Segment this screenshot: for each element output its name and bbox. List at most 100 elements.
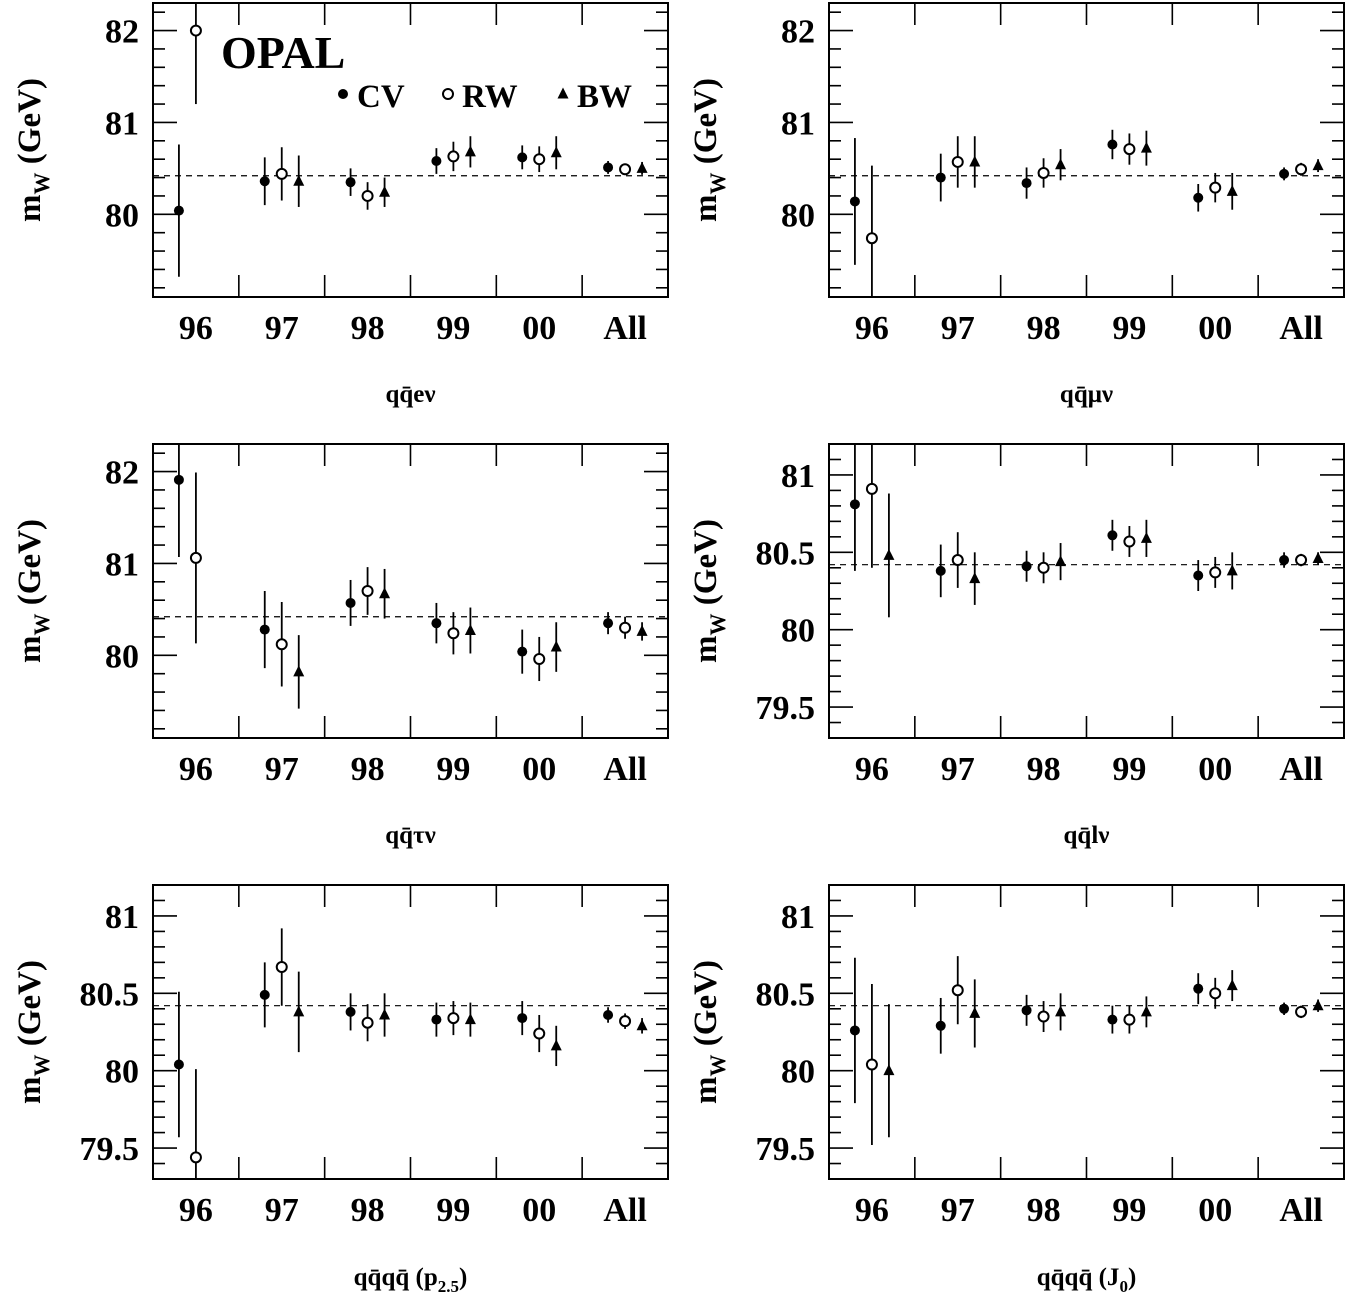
data-point-bw [969,1006,981,1018]
data-point-cv [1021,561,1032,572]
y-tick-label: 82 [781,14,815,51]
data-point-cv [603,162,614,173]
data-point-rw [361,585,374,597]
data-point-cv [173,1059,184,1070]
x-tick-label: All [1279,1192,1322,1229]
data-point-bw [550,1039,562,1051]
data-point-rw [619,621,632,634]
data-point-rw [361,1016,374,1029]
data-point-rw [1209,566,1222,579]
data-point-bw [1312,999,1324,1011]
y-axis-label: mW (GeV) [688,960,730,1104]
y-tick-label: 80 [781,1054,815,1091]
data-point-bw [1055,555,1067,567]
data-point-bw [293,665,305,677]
data-point-bw [636,161,648,173]
data-point-bw [1226,184,1238,196]
data-point-cv [431,1014,442,1025]
data-point-bw [883,1064,895,1076]
x-tick-label: 96 [179,751,213,788]
data-point-cv [935,565,946,576]
x-tick-label: 97 [265,1192,299,1229]
data-point-bw [636,624,648,636]
y-axis-label-unit: (GeV) [12,960,48,1054]
data-point-bw [464,624,476,636]
legend: CV RW BW [338,79,632,115]
data-point-rw [1295,163,1308,176]
y-tick-label: 81 [781,105,815,142]
data-point-cv [431,618,442,629]
opal-logo-text: OPAL [221,27,345,78]
data-point-cv [431,156,442,167]
data-point-rw [189,24,202,37]
y-tick-label: 80.5 [756,535,816,572]
y-tick-label: 81 [105,546,139,583]
data-point-rw [865,482,878,495]
x-tick-label: 99 [436,751,470,788]
x-tick-label: 97 [941,751,975,788]
y-axis-label: mW (GeV) [12,519,54,663]
data-point-cv [259,176,270,187]
data-point-rw [1295,1005,1308,1018]
chart-panel-6: 96 97 98 99 00 All 79.5 80 80.5 81 mW (GeV) qq̄qq̄ … [688,884,1345,1296]
y-tick-label: 81 [781,458,815,495]
legend-label-bw: BW [577,79,632,115]
y-axis-label-sub: W [705,1054,730,1076]
data-point-rw [1123,143,1136,156]
y-tick-label: 81 [105,105,139,142]
panel-caption: qq̄τν [385,822,436,849]
y-tick-label: 79.5 [80,1131,140,1168]
panel-caption: qq̄qq̄ (p2.5) [354,1264,468,1296]
y-axis-label-unit: (GeV) [688,78,724,172]
x-tick-label: 00 [522,751,556,788]
data-point-rw [1209,181,1222,194]
y-tick-label: 80.5 [756,976,816,1013]
data-point-cv [1193,570,1204,581]
data-point-bw [464,1013,476,1025]
y-tick-label: 82 [105,14,139,51]
data-point-rw [1037,1010,1050,1023]
x-tick-label: 98 [1027,751,1061,788]
x-tick-label: 96 [179,310,213,347]
data-point-bw [1140,1005,1152,1017]
y-axis-label-main: m [12,635,48,663]
data-point-rw [275,638,288,651]
x-tick-label: 00 [522,310,556,347]
data-point-bw [379,185,391,197]
data-point-bw [1055,158,1067,170]
y-tick-label: 80 [781,197,815,234]
data-point-rw [1209,987,1222,1000]
data-point-cv [517,152,528,163]
data-point-rw [533,652,546,665]
data-point-cv [259,624,270,635]
y-axis-label-main: m [688,194,724,222]
x-tick-label: 99 [436,310,470,347]
data-point-bw [969,572,981,584]
y-axis-label: mW (GeV) [12,78,54,222]
data-point-cv [849,1025,860,1036]
y-axis-label-main: m [688,1076,724,1104]
data-point-bw [379,587,391,599]
data-point-cv [1279,1003,1290,1014]
data-point-cv [603,618,614,629]
x-tick-label: 99 [436,1192,470,1229]
data-point-cv [849,196,860,207]
x-tick-label: All [1279,310,1322,347]
data-point-bw [1312,552,1324,564]
plot-frame [828,884,1345,1180]
x-tick-label: All [603,310,646,347]
x-tick-label: 99 [1112,310,1146,347]
legend-marker-bw [557,87,569,99]
panel-caption: qq̄lν [1064,822,1110,849]
data-point-cv [345,1006,356,1017]
data-point-rw [951,984,964,997]
data-point-rw [619,163,632,176]
data-point-rw [533,153,546,166]
data-point-bw [1140,141,1152,153]
data-point-rw [951,554,964,567]
data-point-cv [259,989,270,1000]
plot-frame [828,443,1345,739]
x-tick-label: All [1279,751,1322,788]
data-point-cv [173,474,184,485]
